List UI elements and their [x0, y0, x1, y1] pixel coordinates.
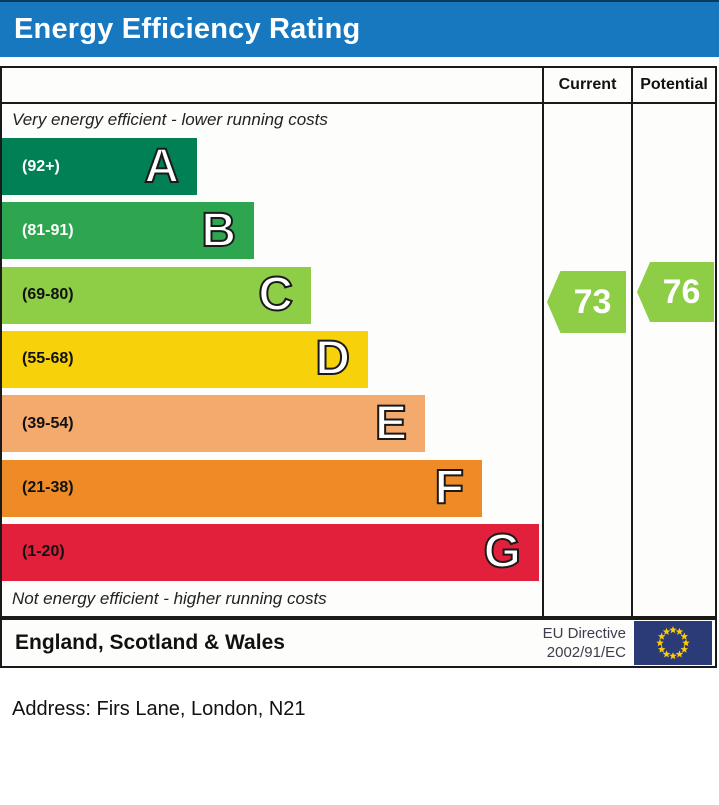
band-range-label: (1-20) [22, 543, 65, 561]
potential-rating-arrow: 76 [637, 262, 714, 322]
potential-column-header: Potential [640, 76, 708, 93]
band-letter: D [314, 332, 351, 386]
top-caption: Very energy efficient - lower running co… [12, 110, 328, 129]
eu-directive-line2: 2002/91/EC [546, 644, 626, 661]
band-letter: E [374, 396, 408, 450]
band-range-label: (92+) [22, 157, 60, 175]
potential-rating-value: 76 [662, 272, 701, 311]
region-label: England, Scotland & Wales [15, 631, 285, 654]
eu-directive-label: EU Directive 2002/91/EC [543, 624, 634, 662]
address-line: Address: Firs Lane, London, N21 [12, 698, 306, 720]
page-title: Energy Efficiency Rating [14, 12, 361, 45]
current-rating-arrow: 73 [547, 271, 626, 333]
band-range-label: (69-80) [22, 286, 74, 304]
eu-directive-line1: EU Directive [542, 625, 626, 642]
current-rating-value: 73 [573, 282, 612, 321]
band-letter: G [483, 525, 522, 579]
epc-band-g: (1-20) G [2, 523, 539, 581]
band-range-label: (81-91) [22, 221, 74, 239]
band-letter: B [200, 203, 237, 257]
band-range-label: (55-68) [22, 350, 74, 368]
title-bar: Energy Efficiency Rating [0, 0, 719, 57]
potential-column-divider [631, 68, 633, 616]
epc-band-a: (92+) A [2, 138, 197, 195]
eu-flag-icon [634, 621, 712, 665]
band-range-label: (39-54) [22, 414, 74, 432]
current-column-header: Current [558, 76, 617, 93]
header-divider [2, 102, 715, 104]
epc-band-d: (55-68) D [2, 330, 368, 388]
band-letter: C [257, 268, 294, 322]
epc-band-f: (21-38) F [2, 459, 482, 517]
band-range-label: (21-38) [22, 479, 74, 496]
epc-band-e: (39-54) E [2, 395, 425, 453]
band-letter: F [434, 461, 465, 514]
band-letter: A [143, 139, 180, 193]
footer-bar: England, Scotland & Wales EU Directive 2… [0, 618, 717, 668]
current-column-divider [542, 68, 544, 616]
epc-band-c: (69-80) C [2, 266, 311, 324]
bottom-caption: Not energy efficient - higher running co… [12, 589, 327, 608]
epc-band-b: (81-91) B [2, 202, 254, 260]
energy-rating-chart: Current Potential Very energy efficient … [0, 66, 717, 618]
